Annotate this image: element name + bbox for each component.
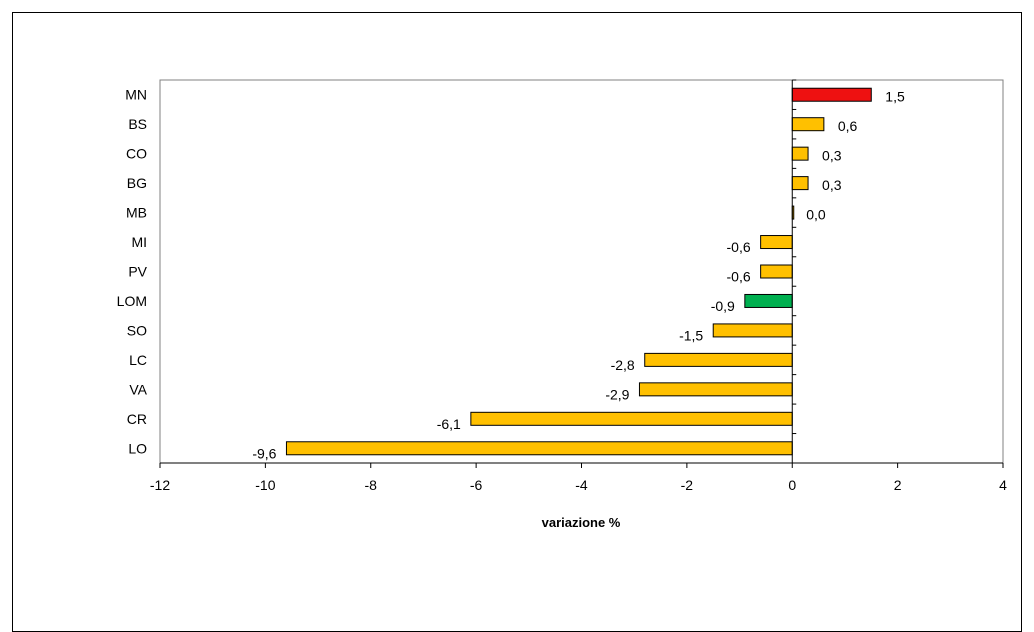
category-label-mn: MN	[125, 87, 147, 103]
category-labels-group: MN BS CO BG MB MI PV LOM SO LC VA CR LO	[117, 87, 148, 457]
x-axis-title: variazione %	[542, 515, 621, 530]
x-tick-label: -2	[681, 477, 694, 493]
x-tick-label: -6	[470, 477, 483, 493]
category-label-pv: PV	[128, 264, 147, 280]
category-label-bg: BG	[127, 175, 147, 191]
data-label-mi: -0,6	[727, 239, 751, 255]
category-label-lo: LO	[128, 440, 147, 456]
bar-so	[712, 323, 793, 338]
data-label-va: -2,9	[605, 386, 629, 402]
data-label-bs: 0,6	[838, 118, 858, 134]
category-label-so: SO	[127, 322, 147, 338]
category-label-lc: LC	[129, 352, 147, 368]
x-tick-label: -10	[255, 477, 275, 493]
data-label-cr: -6,1	[437, 416, 461, 432]
x-tick-label: -8	[365, 477, 378, 493]
x-tick-label: 0	[788, 477, 796, 493]
bar-bs	[791, 117, 825, 132]
category-label-lom: LOM	[117, 293, 147, 309]
data-label-mb: 0,0	[806, 207, 826, 223]
bar-lo	[285, 441, 793, 456]
data-label-bg: 0,3	[822, 177, 842, 193]
data-label-pv: -0,6	[727, 269, 751, 285]
category-label-bs: BS	[128, 116, 147, 132]
category-label-mi: MI	[131, 234, 147, 250]
bar-bg	[791, 176, 809, 191]
bar-pv	[760, 264, 793, 279]
x-tick-label: 4	[999, 477, 1007, 493]
data-label-lo: -9,6	[252, 445, 276, 461]
bar-va	[638, 382, 793, 397]
zero-axis-group	[791, 79, 797, 464]
category-label-cr: CR	[127, 411, 147, 427]
data-label-lc: -2,8	[611, 357, 635, 373]
data-label-co: 0,3	[822, 148, 842, 164]
bar-lc	[644, 352, 793, 367]
x-tick-label: -4	[575, 477, 588, 493]
bar-cr	[470, 411, 793, 426]
bars-group	[285, 87, 872, 456]
x-tick-label: 2	[894, 477, 902, 493]
category-label-co: CO	[126, 146, 147, 162]
x-axis-group: -12 -10 -8 -6 -4 -2 0 2 4	[150, 462, 1007, 493]
data-label-so: -1,5	[679, 327, 703, 343]
category-label-mb: MB	[126, 205, 147, 221]
data-label-lom: -0,9	[711, 298, 735, 314]
x-tick-label: -12	[150, 477, 170, 493]
bar-chart: 1,5 0,6 0,3 0,3 0,0 -0,6 -0,6 -0,9 -1,5 -2,8 -2,9 -…	[117, 79, 1007, 530]
bar-mn	[791, 87, 872, 102]
data-label-mn: 1,5	[885, 89, 905, 105]
plot-area	[159, 79, 1004, 464]
bar-co	[791, 146, 809, 161]
category-label-va: VA	[129, 381, 147, 397]
bar-mi	[760, 235, 793, 250]
value-labels-group: 1,5 0,6 0,3 0,3 0,0 -0,6 -0,6 -0,9 -1,5 -2,8 -2,9 -…	[252, 89, 905, 462]
bar-lom	[744, 293, 793, 308]
